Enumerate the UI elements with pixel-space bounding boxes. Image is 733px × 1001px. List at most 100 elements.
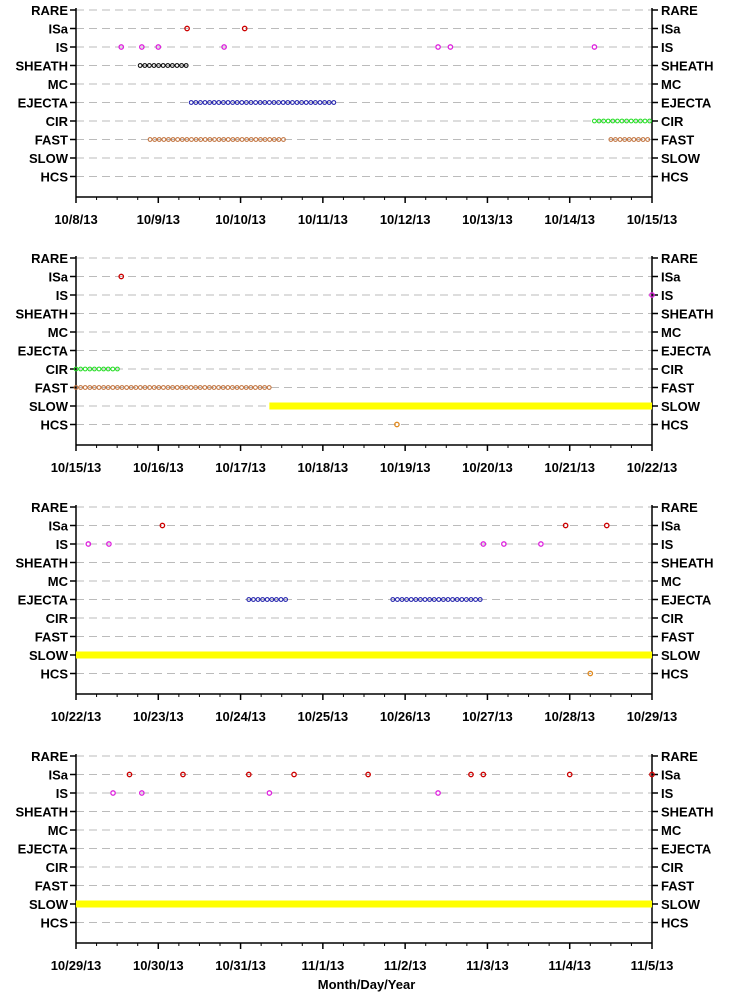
category-label-left-mc: MC — [48, 77, 69, 92]
category-label-left-rare: RARE — [31, 251, 68, 266]
point-is-6 — [447, 44, 454, 50]
category-label-right-isa: ISa — [661, 519, 681, 534]
category-label-right-cir: CIR — [661, 611, 684, 626]
category-label-right-slow: SLOW — [661, 897, 701, 912]
category-label-left-sheath: SHEATH — [16, 556, 68, 571]
category-label-left-cir: CIR — [46, 362, 69, 377]
point-is-4 — [501, 541, 507, 547]
point-isa-4 — [291, 771, 297, 778]
point-isa-5 — [365, 771, 371, 778]
point-isa-2 — [562, 522, 569, 529]
category-label-right-mc: MC — [661, 574, 682, 589]
x-tick-label: 10/14/13 — [544, 212, 595, 227]
x-tick-label: 10/25/13 — [298, 709, 349, 724]
x-tick-label: 10/30/13 — [133, 958, 184, 973]
point-is-4 — [221, 44, 227, 50]
category-label-right-is: IS — [661, 786, 674, 801]
category-label-left-slow: SLOW — [29, 399, 69, 414]
category-label-right-is: IS — [661, 288, 674, 303]
category-label-left-ejecta: EJECTA — [18, 344, 69, 359]
point-is-1 — [118, 44, 125, 50]
category-label-left-slow: SLOW — [29, 648, 69, 663]
point-is-3 — [155, 44, 162, 50]
x-tick-label: 10/23/13 — [133, 709, 184, 724]
category-label-left-fast: FAST — [35, 630, 68, 645]
x-tick-label: 10/17/13 — [215, 460, 266, 475]
interval-cir-3 — [592, 118, 652, 124]
category-label-left-rare: RARE — [31, 749, 68, 764]
x-tick-label: 10/15/13 — [51, 460, 102, 475]
category-label-left-rare: RARE — [31, 500, 68, 515]
x-tick-label: 10/22/13 — [627, 460, 678, 475]
x-tick-label: 10/19/13 — [380, 460, 431, 475]
category-label-right-ejecta: EJECTA — [661, 593, 712, 608]
interval-ejecta-2 — [188, 100, 337, 105]
x-tick-label: 11/4/13 — [548, 958, 591, 973]
x-tick-label: 10/12/13 — [380, 212, 431, 227]
category-label-left-slow: SLOW — [29, 897, 69, 912]
category-label-left-slow: SLOW — [29, 151, 69, 166]
category-label-right-rare: RARE — [661, 500, 698, 515]
category-label-right-fast: FAST — [661, 879, 694, 894]
point-is-1 — [85, 541, 92, 547]
category-label-right-rare: RARE — [661, 251, 698, 266]
category-label-left-cir: CIR — [46, 114, 69, 129]
interval-fast-2 — [73, 385, 272, 390]
category-label-right-ejecta: EJECTA — [661, 842, 712, 857]
category-label-right-ejecta: EJECTA — [661, 344, 712, 359]
point-isa-6 — [468, 771, 474, 778]
panel-4: RARE RARE ISa ISa IS IS SHEATH SHEATH MC MC EJECTA… — [16, 749, 714, 973]
category-label-left-sheath: SHEATH — [16, 307, 68, 322]
category-label-left-is: IS — [56, 40, 69, 55]
interval-slow-1 — [76, 900, 652, 908]
category-label-left-fast: FAST — [35, 133, 68, 148]
category-label-right-sheath: SHEATH — [661, 805, 713, 820]
category-label-right-slow: SLOW — [661, 399, 701, 414]
point-isa-1 — [184, 25, 190, 32]
point-is-4 — [435, 790, 441, 796]
category-label-left-hcs: HCS — [41, 418, 69, 433]
x-tick-label: 10/22/13 — [51, 709, 102, 724]
x-tick-label: 10/8/13 — [54, 212, 97, 227]
x-tick-label: 10/27/13 — [462, 709, 513, 724]
category-label-right-isa: ISa — [661, 270, 681, 285]
point-is-1 — [110, 790, 116, 796]
point-isa-1 — [159, 522, 166, 529]
interval-slow-3 — [76, 651, 652, 659]
interval-fast-4 — [147, 137, 286, 142]
category-label-right-isa: ISa — [661, 22, 681, 37]
category-label-right-rare: RARE — [661, 3, 698, 18]
category-label-left-hcs: HCS — [41, 916, 69, 931]
category-label-left-hcs: HCS — [41, 667, 69, 682]
category-label-left-is: IS — [56, 537, 69, 552]
point-is-2 — [106, 541, 112, 547]
category-label-right-cir: CIR — [661, 362, 684, 377]
category-label-right-mc: MC — [661, 325, 682, 340]
point-isa-2 — [180, 771, 186, 778]
interval-cir-1 — [73, 366, 120, 372]
category-label-left-fast: FAST — [35, 879, 68, 894]
category-label-left-is: IS — [56, 288, 69, 303]
x-tick-label: 10/20/13 — [462, 460, 513, 475]
point-is-3 — [480, 541, 487, 547]
point-isa-2 — [241, 25, 248, 32]
point-is-7 — [591, 44, 598, 50]
interval-slow-3 — [269, 402, 652, 410]
category-label-right-cir: CIR — [661, 114, 684, 129]
x-tick-label: 10/15/13 — [627, 212, 678, 227]
x-tick-label: 10/13/13 — [462, 212, 513, 227]
category-label-right-sheath: SHEATH — [661, 556, 713, 571]
x-tick-label: 10/24/13 — [215, 709, 266, 724]
interval-ejecta-1 — [246, 597, 289, 602]
category-label-right-is: IS — [661, 40, 674, 55]
category-label-right-hcs: HCS — [661, 916, 689, 931]
category-label-left-ejecta: EJECTA — [18, 96, 69, 111]
point-isa-3 — [245, 771, 252, 778]
category-label-left-fast: FAST — [35, 381, 68, 396]
x-tick-label: 10/26/13 — [380, 709, 431, 724]
point-is-2 — [138, 44, 145, 50]
category-label-left-mc: MC — [48, 823, 69, 838]
x-tick-label: 10/31/13 — [215, 958, 266, 973]
point-is-5 — [435, 44, 441, 50]
category-label-left-sheath: SHEATH — [16, 805, 68, 820]
